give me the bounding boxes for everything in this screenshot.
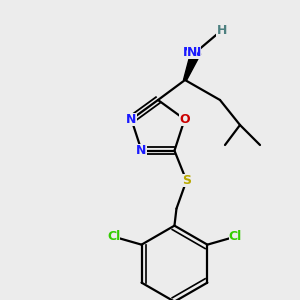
Text: H: H bbox=[218, 25, 226, 35]
Polygon shape bbox=[184, 50, 201, 80]
Text: N: N bbox=[136, 144, 147, 157]
Text: H: H bbox=[217, 23, 227, 37]
Text: N: N bbox=[126, 113, 136, 126]
Text: Cl: Cl bbox=[107, 230, 120, 243]
Text: Cl: Cl bbox=[229, 230, 242, 243]
Text: O: O bbox=[179, 113, 190, 126]
Text: N: N bbox=[191, 46, 201, 59]
Text: N: N bbox=[183, 46, 193, 59]
Text: N: N bbox=[187, 46, 197, 59]
Text: S: S bbox=[182, 174, 191, 187]
